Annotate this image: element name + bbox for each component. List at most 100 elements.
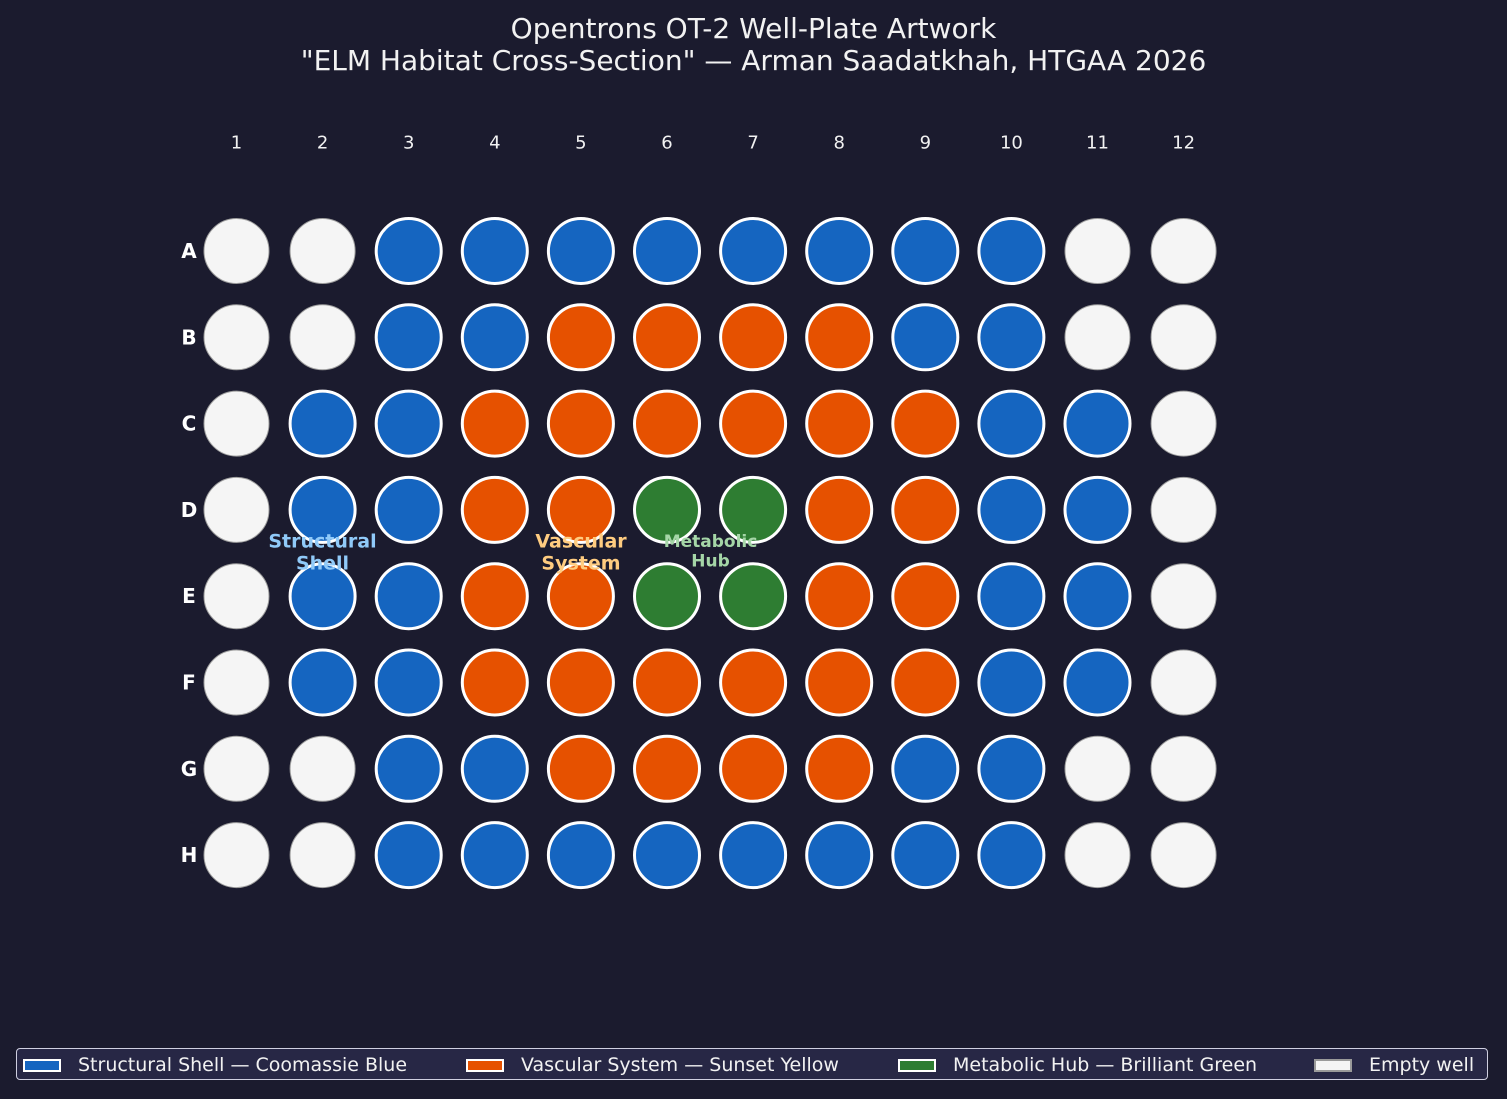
well-D5 (546, 475, 615, 544)
well-F8 (805, 648, 874, 717)
well-A7 (719, 217, 788, 285)
well-D3 (374, 475, 443, 544)
well-C8 (805, 389, 874, 458)
well-A10 (977, 217, 1046, 285)
well-G10 (977, 734, 1046, 803)
well-A12 (1150, 218, 1217, 284)
column-label-11: 11 (1086, 133, 1109, 154)
row-label-E: E (182, 584, 196, 608)
column-label-5: 5 (575, 133, 586, 154)
well-B8 (805, 303, 874, 372)
well-B6 (633, 303, 701, 372)
row-label-C: C (182, 412, 197, 436)
well-B1 (203, 304, 270, 371)
well-E8 (805, 562, 874, 631)
well-E12 (1150, 563, 1217, 630)
well-C9 (891, 389, 960, 458)
legend-label-metabolic: Metabolic Hub — Brilliant Green (953, 1054, 1258, 1076)
well-D2 (288, 475, 357, 544)
column-label-12: 12 (1172, 133, 1195, 154)
column-label-10: 10 (1000, 133, 1023, 154)
well-A6 (633, 217, 701, 285)
well-G4 (460, 734, 529, 803)
well-H12 (1150, 822, 1217, 889)
well-D1 (203, 476, 270, 543)
well-B5 (546, 303, 615, 372)
well-G2 (289, 735, 356, 802)
well-G7 (719, 734, 788, 803)
well-G9 (891, 734, 960, 803)
well-F11 (1063, 648, 1132, 717)
well-C10 (977, 389, 1046, 458)
column-label-3: 3 (403, 133, 414, 154)
well-C6 (633, 389, 701, 458)
well-B2 (289, 304, 356, 371)
well-H11 (1064, 822, 1131, 889)
well-G1 (203, 735, 270, 802)
well-G5 (546, 734, 615, 803)
well-E4 (460, 562, 529, 631)
well-E11 (1063, 562, 1132, 631)
well-A2 (289, 218, 356, 284)
well-E1 (203, 563, 270, 630)
well-G12 (1150, 735, 1217, 802)
legend-label-empty: Empty well (1369, 1054, 1475, 1076)
well-G11 (1064, 735, 1131, 802)
well-A8 (805, 217, 874, 285)
well-H3 (374, 821, 443, 890)
well-F12 (1150, 649, 1217, 716)
well-C1 (203, 390, 270, 457)
column-label-1: 1 (231, 133, 242, 154)
well-E7 (719, 562, 788, 631)
well-D11 (1063, 475, 1132, 544)
well-B9 (891, 303, 960, 372)
chart-title-line-1: Opentrons OT-2 Well-Plate Artwork (510, 12, 997, 45)
column-label-4: 4 (489, 133, 500, 154)
well-H4 (460, 821, 529, 890)
well-A5 (546, 217, 615, 285)
well-C5 (546, 389, 615, 458)
well-D9 (891, 475, 960, 544)
well-E3 (374, 562, 443, 631)
row-label-A: A (181, 239, 197, 263)
well-F6 (633, 648, 701, 717)
well-E9 (891, 562, 960, 631)
well-G8 (805, 734, 874, 803)
chart-legend: Structural Shell — Coomassie Blue Vascul… (16, 1048, 1488, 1080)
legend-label-structural: Structural Shell — Coomassie Blue (78, 1054, 408, 1076)
well-A4 (460, 217, 529, 285)
column-label-7: 7 (747, 133, 758, 154)
row-label-B: B (181, 325, 196, 349)
annotation-0: Structural Shell (268, 531, 376, 575)
well-C12 (1150, 390, 1217, 457)
column-label-2: 2 (317, 133, 328, 154)
well-A11 (1064, 218, 1131, 284)
well-C4 (460, 389, 529, 458)
well-C2 (288, 389, 357, 458)
well-B10 (977, 303, 1046, 372)
well-F9 (891, 648, 960, 717)
well-F7 (719, 648, 788, 717)
well-B4 (460, 303, 529, 372)
well-A3 (374, 217, 443, 285)
annotation-2: Metabolic Hub (664, 532, 758, 572)
legend-swatch-vascular (466, 1058, 504, 1072)
legend-item-vascular: Vascular System — Sunset Yellow (466, 1049, 839, 1081)
well-G6 (633, 734, 701, 803)
well-H5 (546, 821, 615, 890)
well-H8 (805, 821, 874, 890)
row-label-H: H (181, 843, 198, 867)
well-F10 (977, 648, 1046, 717)
well-B12 (1150, 304, 1217, 371)
well-B3 (374, 303, 443, 372)
well-B7 (719, 303, 788, 372)
well-H2 (289, 822, 356, 889)
well-H9 (891, 821, 960, 890)
well-D10 (977, 475, 1046, 544)
row-label-G: G (181, 757, 197, 781)
well-D12 (1150, 476, 1217, 543)
chart-title-line-2: "ELM Habitat Cross-Section" — Arman Saad… (300, 44, 1207, 77)
well-H6 (633, 821, 701, 890)
well-A9 (891, 217, 960, 285)
